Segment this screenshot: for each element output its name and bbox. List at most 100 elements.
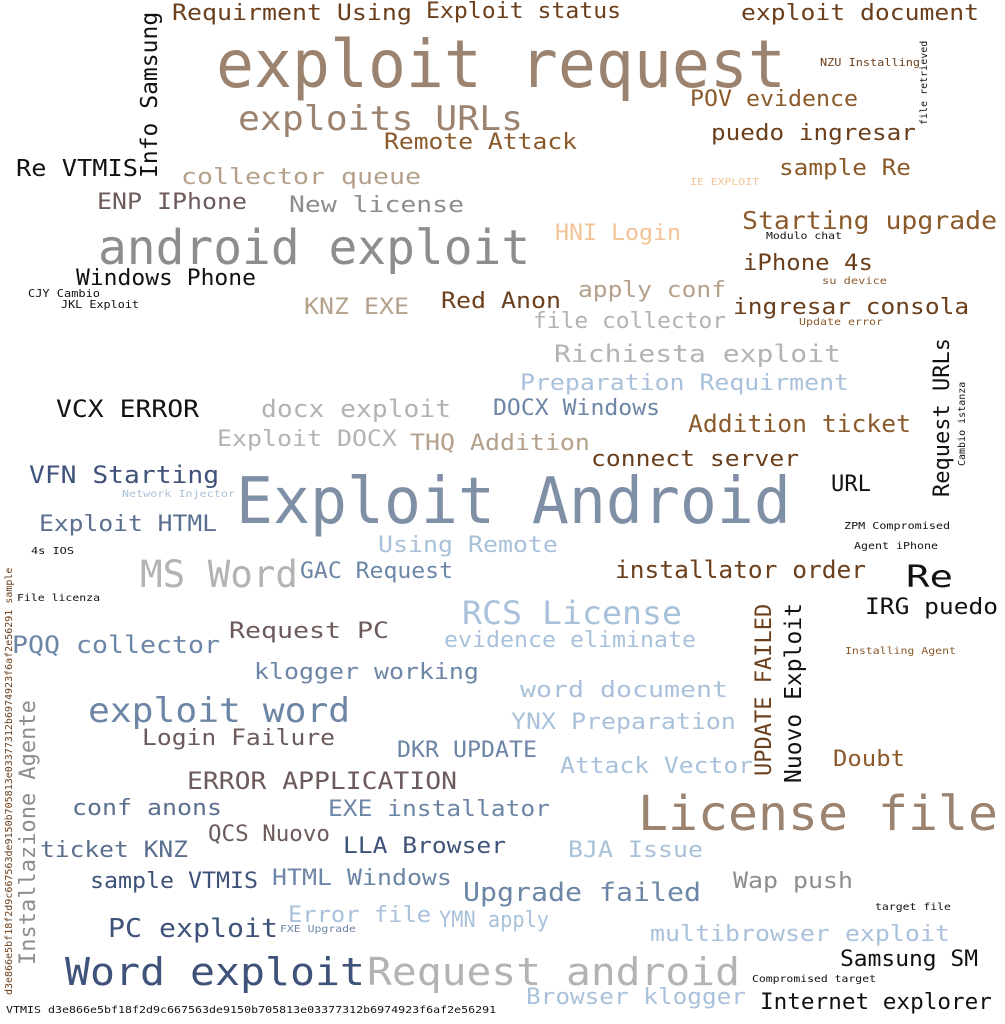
word-re-vtmis: Re VTMIS	[16, 156, 138, 182]
word-info-samsung: Info Samsung	[137, 11, 163, 178]
word-word-document: word document	[520, 678, 729, 703]
word-file-licenza: File licenza	[17, 593, 101, 604]
word-knz-exe: KNZ EXE	[304, 295, 409, 320]
word-docx-exploit: docx exploit	[261, 395, 452, 423]
word-cambio-istanza: Cambio istanza	[957, 381, 968, 466]
word-sample-vtmis: sample VTMIS	[90, 869, 259, 894]
word-license-file: License file	[638, 786, 998, 842]
word-installing-agent: Installing Agent	[845, 646, 956, 657]
word-login-failure: Login Failure	[142, 726, 336, 751]
word-thq-addition: THQ Addition	[410, 431, 590, 456]
word-apply-conf: apply conf	[578, 278, 726, 303]
word-file-retrieved: file retrieved	[919, 40, 930, 125]
word-irg-puedo: IRG puedo	[865, 595, 999, 620]
word-fxe-upgrade: FXE Upgrade	[280, 924, 356, 935]
word-exploit-docx: Exploit DOCX	[217, 427, 397, 452]
word-gac-request: GAC Request	[300, 559, 453, 584]
word-requirment-using: Requirment Using	[172, 1, 412, 26]
word-su-device: su device	[822, 276, 888, 287]
word-exploit-request: exploit request	[216, 26, 786, 103]
word-network-injector: Network Injector	[122, 489, 235, 500]
word-file-collector: file collector	[533, 309, 727, 334]
word-vtmis-d3e866e5bf18f2d9c667563de9150b7058: VTMIS d3e866e5bf18f2d9c667563de9150b7058…	[6, 1005, 497, 1016]
word-cjy-cambio: CJY Cambio	[28, 287, 100, 300]
word-red-anon: Red Anon	[441, 289, 561, 314]
word-installazione-agente: Installazione Agente	[16, 700, 41, 965]
word-nzu-installing: NZU Installing	[820, 56, 921, 69]
word-ymn-apply: YMN apply	[439, 908, 550, 933]
word-zpm-compromised: ZPM Compromised	[844, 521, 951, 532]
word-exploit-status: Exploit status	[426, 0, 622, 24]
word-url: URL	[831, 472, 871, 497]
word-request-android: Request android	[367, 950, 741, 994]
word-attack-vector: Attack Vector	[560, 754, 754, 779]
word-conf-anons: conf anons	[72, 796, 222, 821]
word-collector-queue: collector queue	[181, 165, 422, 190]
word-docx-windows: DOCX Windows	[493, 396, 661, 421]
word-browser-klogger: Browser klogger	[526, 985, 746, 1010]
word-update-error: Update error	[799, 317, 884, 328]
word-modulo-chat: Modulo chat	[766, 231, 842, 242]
word-ticket-knz: ticket KNZ	[40, 838, 188, 863]
word-ie-exploit: IE EXPLOIT	[690, 177, 760, 188]
word-jkl-exploit: JKL Exploit	[61, 298, 140, 311]
word-internet-explorer: Internet explorer	[760, 990, 992, 1015]
word-klogger-working: klogger working	[254, 660, 479, 685]
word-d3e866e5bf18f2d9c667563de9150b705813e033: d3e866e5bf18f2d9c667563de9150b705813e033…	[4, 567, 15, 995]
word-pov-evidence: POV evidence	[690, 87, 859, 112]
word-hni-login: HNI Login	[555, 221, 682, 246]
word-exe-installator: EXE installator	[328, 797, 550, 822]
word-target-file: target file	[875, 902, 951, 913]
word-vfn-starting: VFN Starting	[29, 461, 220, 489]
word-bja-issue: BJA Issue	[568, 838, 703, 863]
word-enp-iphone: ENP IPhone	[97, 190, 247, 215]
word-word-exploit: Word exploit	[65, 950, 366, 994]
word-connect-server: connect server	[591, 447, 800, 472]
word-exploit-word: exploit word	[88, 691, 351, 731]
word-remote-attack: Remote Attack	[384, 130, 578, 155]
word-html-windows: HTML Windows	[272, 866, 452, 891]
word-qcs-nuovo: QCS Nuovo	[208, 822, 330, 847]
word-pqq-collector: PQQ collector	[12, 631, 220, 659]
word-iphone-4s: iPhone 4s	[743, 251, 873, 276]
word-wap-push: Wap push	[733, 869, 853, 894]
word-error-file: Error file	[288, 903, 432, 928]
word-ms-word: MS Word	[140, 553, 298, 596]
word-pc-exploit: PC exploit	[108, 914, 279, 944]
word-error-application: ERROR APPLICATION	[187, 767, 457, 795]
word-installator-order: installator order	[615, 556, 867, 584]
word-doubt: Doubt	[833, 747, 905, 772]
word-compromised-target: Compromised target	[752, 974, 876, 985]
word-4s-ios: 4s IOS	[31, 546, 74, 557]
word-upgrade-failed: Upgrade failed	[463, 878, 702, 908]
word-multibrowser-exploit: multibrowser exploit	[650, 922, 950, 947]
word-nuovo-exploit: Nuovo Exploit	[781, 602, 807, 783]
word-re: Re	[906, 560, 953, 595]
word-dkr-update: DKR UPDATE	[397, 738, 538, 763]
word-request-pc: Request PC	[229, 619, 390, 644]
word-addition-ticket: Addition ticket	[688, 410, 912, 438]
word-richiesta-exploit: Richiesta exploit	[554, 340, 841, 368]
word-lla-browser: LLA Browser	[343, 834, 507, 859]
word-request-urls: Request URLs	[930, 338, 955, 497]
word-preparation-requirment: Preparation Requirment	[520, 371, 849, 396]
word-exploits-urls: exploits URLs	[238, 99, 524, 139]
word-rcs-license: RCS License	[462, 594, 682, 632]
word-android-exploit: android exploit	[98, 220, 531, 276]
word-windows-phone: Windows Phone	[76, 266, 256, 291]
word-ingresar-consola: ingresar consola	[733, 295, 970, 320]
word-exploit-android: Exploit Android	[236, 465, 791, 539]
word-sample-re: sample Re	[779, 156, 911, 181]
word-samsung-sm: Samsung SM	[840, 947, 979, 972]
word-starting-upgrade: Starting upgrade	[742, 206, 998, 235]
word-using-remote: Using Remote	[378, 533, 558, 558]
word-new-license: New license	[289, 193, 464, 218]
word-vcx-error: VCX ERROR	[56, 395, 200, 423]
word-exploit-html: Exploit HTML	[39, 512, 218, 537]
word-agent-iphone: Agent iPhone	[854, 541, 939, 552]
word-exploit-document: exploit document	[741, 1, 979, 26]
word-ynx-preparation: YNX Preparation	[511, 710, 736, 735]
word-evidence-eliminate: evidence eliminate	[444, 628, 697, 653]
word-puedo-ingresar: puedo ingresar	[711, 121, 916, 146]
